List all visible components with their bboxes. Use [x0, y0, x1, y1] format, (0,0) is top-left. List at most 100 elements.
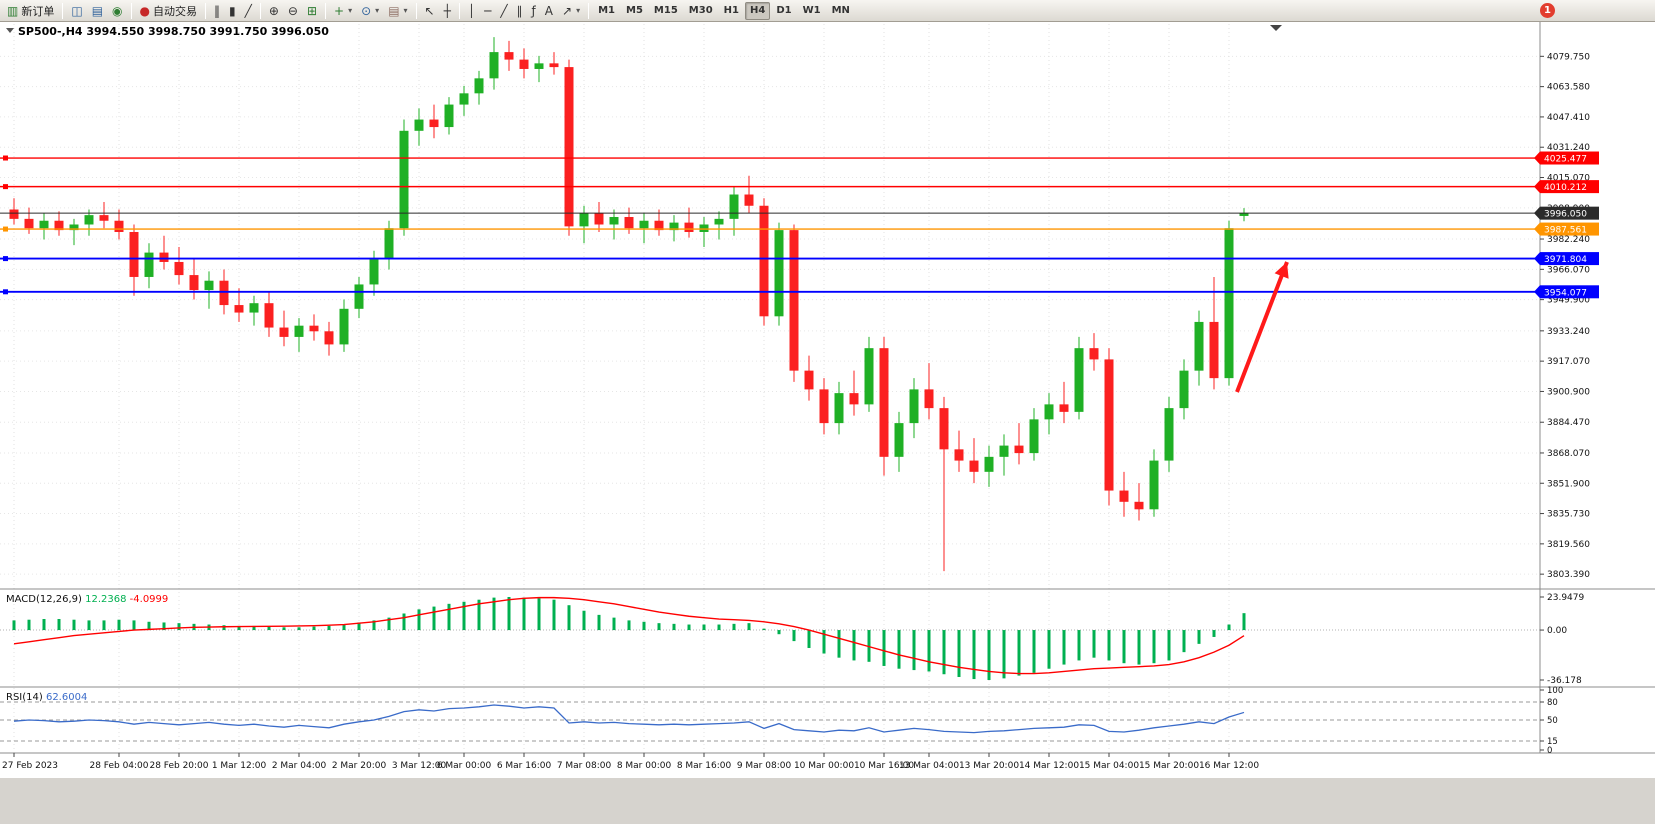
auto-trading-button-label: 自动交易: [153, 4, 197, 18]
resistance-line-2-tag-label: 4010.212: [1544, 183, 1587, 193]
trend-arrow[interactable]: [1235, 261, 1289, 393]
candle: [849, 393, 859, 405]
candle: [339, 308, 349, 345]
macd-histogram-bar: [837, 630, 841, 658]
zoom-in-button[interactable]: ⊕: [265, 2, 283, 20]
trendline-button[interactable]: ╱: [496, 2, 511, 20]
chart-window-icon: ◫: [71, 3, 83, 18]
pivot-line-tag-notch: [1534, 222, 1540, 236]
candle: [669, 222, 679, 231]
cursor-button[interactable]: ↖: [421, 2, 439, 20]
vertical-line-button[interactable]: │: [464, 2, 479, 20]
profiles-button[interactable]: ▤: [88, 2, 107, 20]
timeframe-m5-button[interactable]: M5: [621, 2, 648, 20]
candle: [414, 119, 424, 131]
arrows-button[interactable]: ↗ ▾: [558, 2, 584, 20]
candle: [714, 218, 724, 225]
candle: [174, 261, 184, 276]
auto-trading-button[interactable]: ● 自动交易: [136, 2, 201, 20]
timeframe-d1-button[interactable]: D1: [771, 2, 796, 20]
candle: [114, 220, 124, 232]
zoom-out-icon: ⊖: [287, 3, 298, 18]
candle: [294, 325, 304, 337]
support-line-1-handle[interactable]: [3, 256, 8, 262]
timeframe-m1-button[interactable]: M1: [593, 2, 620, 20]
price-axis-label: 3851.900: [1547, 479, 1590, 489]
timeframe-h1-button[interactable]: H1: [719, 2, 744, 20]
support-line-1-tag-label: 3971.804: [1544, 255, 1587, 265]
macd-histogram-bar: [567, 605, 571, 631]
macd-histogram-bar: [1062, 630, 1066, 665]
time-axis-label: 27 Feb 2023: [2, 761, 58, 771]
templates-icon: ▤: [388, 3, 400, 18]
price-axis-label: 4079.750: [1547, 52, 1590, 62]
timeframe-m15-button[interactable]: M15: [649, 2, 683, 20]
zoom-out-button[interactable]: ⊖: [284, 2, 302, 20]
timeframe-w1-button[interactable]: W1: [798, 2, 826, 20]
one-click-trading-toggle[interactable]: [6, 28, 14, 33]
horizontal-line-button[interactable]: ─: [480, 2, 495, 20]
new-order-button[interactable]: ▥ 新订单: [3, 2, 58, 20]
macd-histogram-bar: [537, 598, 541, 631]
price-axis-label: 4063.580: [1547, 83, 1590, 93]
pivot-line-handle[interactable]: [3, 226, 8, 232]
tile-windows-button[interactable]: ⊞: [303, 2, 321, 20]
support-line-1-tag-notch: [1534, 252, 1540, 266]
line-chart-icon: ╱: [244, 3, 252, 18]
macd-histogram-bar: [1107, 630, 1111, 661]
resistance-line-1-handle[interactable]: [3, 155, 8, 161]
candlestick-chart-icon: ▮: [229, 3, 236, 18]
candle: [1074, 348, 1084, 412]
dropdown-caret-icon: ▾: [576, 6, 581, 15]
candle: [1209, 321, 1219, 379]
chart-window-button[interactable]: ◫: [67, 2, 86, 20]
text-icon: A: [544, 3, 553, 18]
periods-button[interactable]: ⊙ ▾: [357, 2, 383, 20]
macd-histogram-bar: [252, 625, 256, 631]
fibonacci-icon: ƒ: [531, 3, 536, 18]
indicators-icon: +: [334, 3, 345, 18]
macd-histogram-bar: [732, 623, 736, 631]
macd-histogram-bar: [132, 620, 136, 631]
line-chart-button[interactable]: ╱: [241, 2, 256, 20]
candle: [1104, 359, 1114, 491]
text-button[interactable]: A: [541, 2, 557, 20]
timeframe-h4-button[interactable]: H4: [745, 1, 771, 20]
macd-histogram-bar: [912, 630, 916, 671]
macd-histogram-bar: [162, 622, 166, 631]
rsi-line: [13, 704, 1245, 734]
chart-shift-marker[interactable]: [1270, 25, 1282, 31]
notification-badge[interactable]: 1: [1540, 3, 1555, 18]
macd-histogram-bar: [1182, 630, 1186, 653]
templates-button[interactable]: ▤ ▾: [384, 2, 411, 20]
macd-histogram-bar: [522, 597, 526, 631]
resistance-line-2-handle[interactable]: [3, 184, 8, 190]
channel-icon: ∥: [516, 3, 523, 18]
window-bottom-strip: [0, 778, 1655, 824]
indicators-button[interactable]: + ▾: [330, 2, 356, 20]
candle: [594, 213, 604, 225]
bar-chart-button[interactable]: ‖: [210, 2, 224, 20]
chart-area[interactable]: 4079.750 4063.580 4047.410 4031.240 4015.070…: [0, 22, 1655, 824]
candle: [309, 325, 319, 332]
candlestick-chart-button[interactable]: ▮: [225, 2, 240, 20]
channel-button[interactable]: ∥: [513, 2, 527, 20]
timeframe-m30-button[interactable]: M30: [684, 2, 718, 20]
fibonacci-button[interactable]: ƒ: [528, 2, 540, 20]
new-order-icon: ▥: [7, 3, 19, 18]
candle: [204, 280, 214, 291]
navigator-icon: ◉: [112, 3, 123, 18]
time-axis-label: 2 Mar 04:00: [272, 761, 327, 771]
new-order-button-label: 新订单: [21, 4, 55, 18]
crosshair-button[interactable]: ┼: [440, 2, 455, 20]
toolbar: ▥ 新订单 ◫ ▤ ◉ ● 自动交易 ‖ ▮ ╱ ⊕ ⊖ ⊞ + ▾ ⊙ ▾ ▤ ▾ ↖ ┼ │ ─ ╱ ∥ ƒ A ↗ ▾ M1 M5 M1…: [0, 0, 1655, 22]
candle: [834, 393, 844, 424]
navigator-button[interactable]: ◉: [108, 2, 126, 20]
candle: [954, 449, 964, 461]
candle: [549, 63, 559, 68]
time-axis-label: 16 Mar 12:00: [1199, 761, 1259, 771]
candle: [54, 220, 64, 231]
support-line-2-handle[interactable]: [3, 289, 8, 295]
timeframe-mn-button[interactable]: MN: [827, 2, 855, 20]
macd-histogram-bar: [612, 617, 616, 631]
